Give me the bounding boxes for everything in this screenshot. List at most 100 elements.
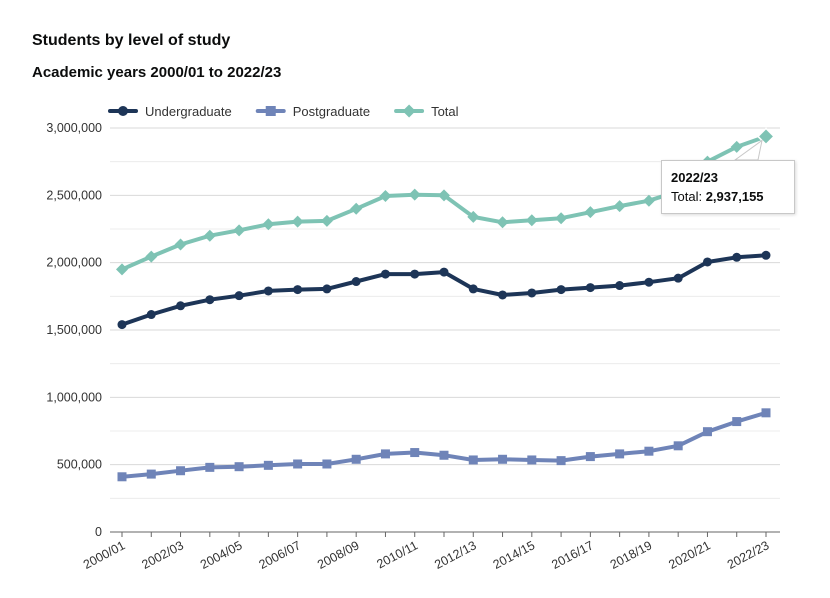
x-tick-label: 2006/07 xyxy=(257,538,304,572)
total-data-point[interactable] xyxy=(496,216,509,229)
undergraduate-data-point[interactable] xyxy=(380,269,390,279)
total-data-point[interactable] xyxy=(584,206,597,219)
x-tick-label: 2002/03 xyxy=(139,538,186,572)
y-tick-label: 1,500,000 xyxy=(46,323,102,337)
total-data-point[interactable] xyxy=(525,214,538,227)
postgraduate-data-point[interactable] xyxy=(673,441,683,451)
total-data-point[interactable] xyxy=(203,229,216,242)
total-data-point[interactable] xyxy=(467,210,480,223)
y-tick-label: 0 xyxy=(95,525,102,539)
total-data-point[interactable] xyxy=(320,214,333,227)
tooltip-series-label: Total: xyxy=(671,189,703,204)
undergraduate-data-point[interactable] xyxy=(176,301,186,311)
postgraduate-data-point[interactable] xyxy=(263,460,273,470)
postgraduate-data-point[interactable] xyxy=(322,459,332,469)
legend-marker-postgraduate[interactable] xyxy=(265,106,276,116)
chart-tooltip: 2022/23 Total: 2,937,155 xyxy=(661,160,795,214)
postgraduate-series-line xyxy=(120,410,768,479)
undergraduate-data-point[interactable] xyxy=(673,273,683,283)
undergraduate-data-point[interactable] xyxy=(410,269,420,279)
y-tick-label: 500,000 xyxy=(57,458,102,472)
total-data-point[interactable] xyxy=(116,263,128,276)
postgraduate-data-point[interactable] xyxy=(380,449,390,459)
postgraduate-data-point[interactable] xyxy=(234,462,244,472)
x-tick-label: 2012/13 xyxy=(432,538,479,572)
undergraduate-data-point[interactable] xyxy=(117,320,127,330)
postgraduate-data-point[interactable] xyxy=(644,446,654,456)
total-data-point[interactable] xyxy=(613,200,626,213)
postgraduate-data-point[interactable] xyxy=(585,452,595,462)
x-tick-label: 2018/19 xyxy=(608,538,655,572)
postgraduate-data-point[interactable] xyxy=(556,456,566,466)
undergraduate-data-point[interactable] xyxy=(468,284,478,294)
undergraduate-data-point[interactable] xyxy=(615,281,625,291)
x-tick-label: 2004/05 xyxy=(198,538,245,572)
postgraduate-data-point[interactable] xyxy=(351,454,361,464)
undergraduate-data-point[interactable] xyxy=(702,257,712,267)
undergraduate-data-point[interactable] xyxy=(146,310,156,320)
postgraduate-data-point[interactable] xyxy=(498,454,508,464)
postgraduate-data-point[interactable] xyxy=(527,455,537,465)
legend-marker-total[interactable] xyxy=(402,104,416,118)
legend-marker-undergraduate[interactable] xyxy=(118,106,128,116)
total-data-point[interactable] xyxy=(379,190,392,203)
x-tick-label: 2014/15 xyxy=(491,538,538,572)
postgraduate-data-point[interactable] xyxy=(439,450,449,460)
postgraduate-data-point[interactable] xyxy=(176,466,186,476)
total-data-point[interactable] xyxy=(730,140,743,153)
undergraduate-data-point[interactable] xyxy=(556,285,566,295)
legend-item-total[interactable]: Total xyxy=(431,104,459,119)
postgraduate-data-point[interactable] xyxy=(615,449,625,459)
chart-subtitle: Academic years 2000/01 to 2022/23 xyxy=(32,64,282,81)
undergraduate-data-point[interactable] xyxy=(234,291,244,301)
postgraduate-data-point[interactable] xyxy=(761,408,771,418)
tooltip-value: 2,937,155 xyxy=(705,189,764,204)
legend-item-undergraduate[interactable]: Undergraduate xyxy=(145,104,232,119)
x-tick-label: 2016/17 xyxy=(549,538,596,572)
total-data-point[interactable] xyxy=(555,212,568,225)
undergraduate-data-point[interactable] xyxy=(263,286,273,296)
x-tick-label: 2022/23 xyxy=(725,538,772,572)
y-tick-label: 2,000,000 xyxy=(46,256,102,270)
y-tick-label: 3,000,000 xyxy=(46,121,102,135)
undergraduate-series-line xyxy=(120,253,768,327)
postgraduate-data-point[interactable] xyxy=(146,469,156,479)
postgraduate-data-point[interactable] xyxy=(410,448,420,458)
undergraduate-data-point[interactable] xyxy=(205,295,215,305)
undergraduate-data-point[interactable] xyxy=(351,277,361,287)
y-tick-label: 1,000,000 xyxy=(46,390,102,404)
x-tick-label: 2010/11 xyxy=(374,538,420,571)
chart-title: Students by level of study xyxy=(32,32,231,49)
x-tick-label: 2020/21 xyxy=(666,538,713,572)
undergraduate-data-point[interactable] xyxy=(761,250,771,260)
postgraduate-data-point[interactable] xyxy=(117,472,127,482)
tooltip-category: 2022/23 xyxy=(671,170,718,185)
x-tick-label: 2000/01 xyxy=(81,538,128,572)
total-data-point[interactable] xyxy=(145,250,158,263)
undergraduate-data-point[interactable] xyxy=(527,288,537,298)
undergraduate-data-point[interactable] xyxy=(644,277,654,287)
total-data-point[interactable] xyxy=(642,194,655,207)
undergraduate-data-point[interactable] xyxy=(585,283,595,293)
y-tick-label: 2,500,000 xyxy=(46,188,102,202)
undergraduate-data-point[interactable] xyxy=(293,285,303,295)
total-data-point[interactable] xyxy=(174,238,187,251)
total-data-point[interactable] xyxy=(350,202,363,215)
x-tick-label: 2008/09 xyxy=(315,538,362,572)
undergraduate-data-point[interactable] xyxy=(322,284,332,294)
total-data-point[interactable] xyxy=(291,215,304,228)
postgraduate-data-point[interactable] xyxy=(468,455,478,465)
undergraduate-data-point[interactable] xyxy=(498,290,508,300)
total-data-point[interactable] xyxy=(233,224,246,237)
postgraduate-data-point[interactable] xyxy=(293,459,303,469)
legend-item-postgraduate[interactable]: Postgraduate xyxy=(293,104,370,119)
undergraduate-data-point[interactable] xyxy=(732,252,742,262)
postgraduate-data-point[interactable] xyxy=(205,462,215,472)
total-data-point[interactable] xyxy=(262,218,275,231)
total-data-point[interactable] xyxy=(408,188,421,201)
postgraduate-data-point[interactable] xyxy=(732,417,742,427)
undergraduate-data-point[interactable] xyxy=(439,267,449,277)
postgraduate-data-point[interactable] xyxy=(702,427,712,437)
total-data-point[interactable] xyxy=(438,189,450,202)
